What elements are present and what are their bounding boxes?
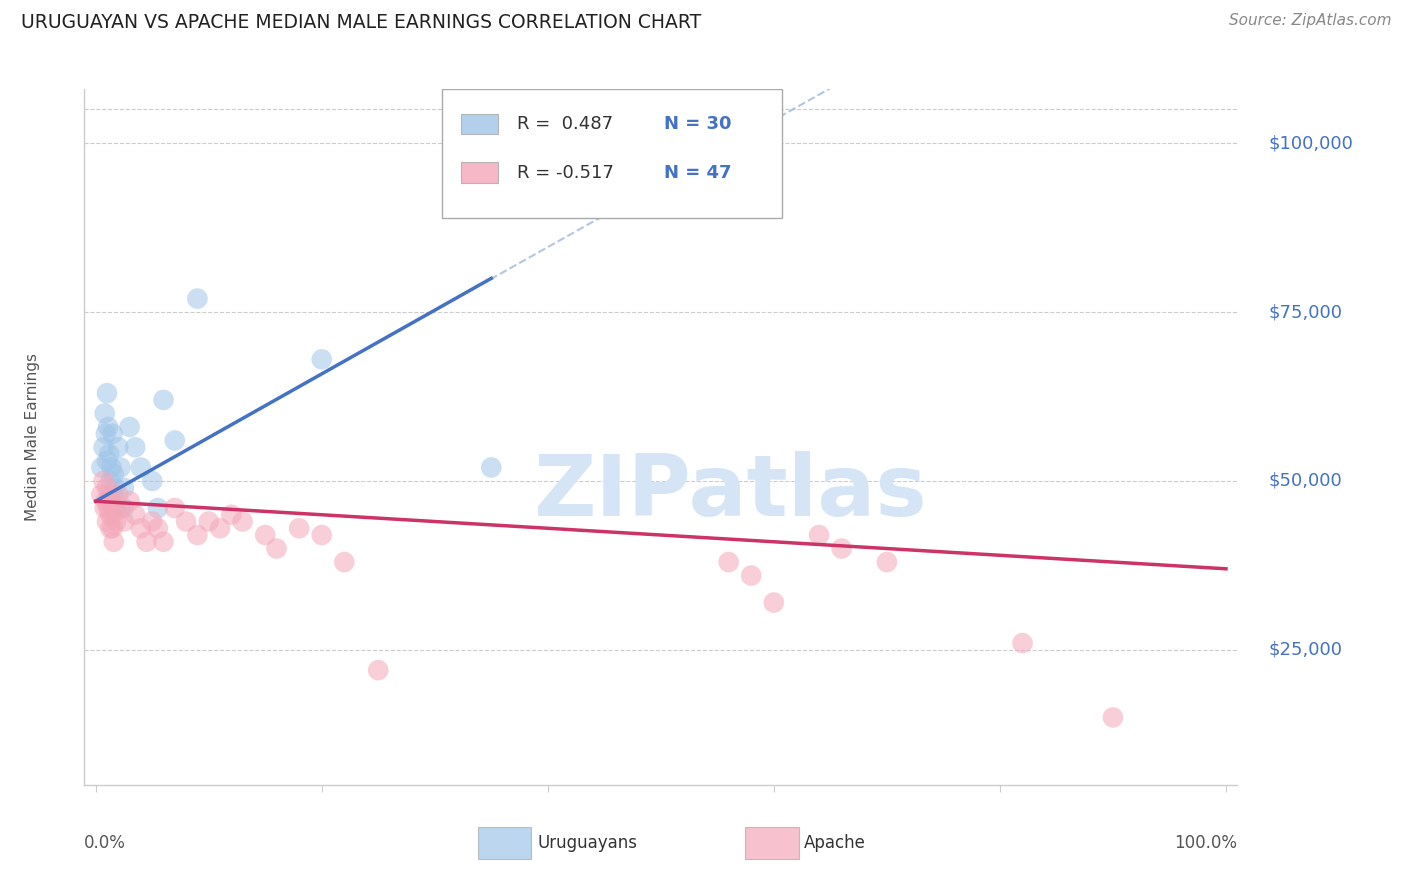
Point [103, 467, 125, 482]
Point [112, 515, 135, 529]
Point [124, 440, 146, 454]
Point [740, 568, 762, 582]
Point [367, 663, 389, 677]
Point [101, 521, 124, 535]
Point [93, 440, 115, 454]
Text: $75,000: $75,000 [1268, 303, 1343, 321]
Text: 100.0%: 100.0% [1174, 834, 1237, 852]
Point [135, 534, 157, 549]
Point [186, 528, 208, 542]
Point [254, 528, 277, 542]
Point [101, 487, 124, 501]
Point [93, 501, 115, 516]
Point [104, 501, 127, 516]
Point [98, 494, 121, 508]
Point [112, 481, 135, 495]
Text: 0.0%: 0.0% [84, 834, 127, 852]
Point [97, 501, 120, 516]
Point [266, 541, 288, 556]
FancyBboxPatch shape [461, 162, 498, 183]
Point [311, 352, 333, 367]
Text: R =  0.487: R = 0.487 [517, 115, 613, 133]
Point [101, 508, 124, 522]
Text: R = -0.517: R = -0.517 [517, 164, 613, 182]
Text: Uruguayans: Uruguayans [537, 834, 637, 852]
Point [96, 481, 118, 495]
FancyBboxPatch shape [461, 113, 498, 135]
Point [100, 494, 122, 508]
Point [152, 534, 174, 549]
Point [110, 460, 132, 475]
Point [107, 487, 129, 501]
Point [98, 521, 121, 535]
Point [288, 521, 311, 535]
Text: N = 47: N = 47 [664, 164, 731, 182]
Point [141, 474, 163, 488]
Point [104, 481, 127, 495]
Text: N = 30: N = 30 [664, 115, 731, 133]
Point [112, 501, 135, 516]
Point [197, 515, 219, 529]
Text: Apache: Apache [804, 834, 866, 852]
Point [124, 508, 146, 522]
Point [98, 474, 121, 488]
Point [98, 447, 121, 461]
Point [118, 494, 141, 508]
Point [141, 515, 163, 529]
Point [90, 487, 112, 501]
Point [96, 515, 118, 529]
Text: $25,000: $25,000 [1268, 640, 1343, 659]
Point [96, 386, 118, 401]
Point [479, 460, 502, 475]
Point [146, 521, 169, 535]
Point [311, 528, 333, 542]
Text: Source: ZipAtlas.com: Source: ZipAtlas.com [1229, 13, 1392, 29]
Point [93, 406, 115, 420]
Point [118, 420, 141, 434]
FancyBboxPatch shape [441, 89, 782, 218]
Point [107, 440, 129, 454]
Text: URUGUAYAN VS APACHE MEDIAN MALE EARNINGS CORRELATION CHART: URUGUAYAN VS APACHE MEDIAN MALE EARNINGS… [21, 13, 702, 32]
Point [232, 515, 254, 529]
Point [1102, 710, 1125, 724]
Point [208, 521, 231, 535]
Point [808, 528, 831, 542]
Point [174, 515, 197, 529]
Point [96, 454, 118, 468]
Point [98, 508, 121, 522]
Text: $100,000: $100,000 [1268, 134, 1354, 153]
Point [717, 555, 740, 569]
Point [105, 501, 128, 516]
Point [110, 501, 132, 516]
Point [105, 515, 128, 529]
Point [129, 521, 152, 535]
Point [101, 426, 124, 441]
Point [94, 494, 117, 508]
Text: Median Male Earnings: Median Male Earnings [25, 353, 39, 521]
Point [876, 555, 898, 569]
Point [98, 487, 121, 501]
Point [94, 426, 117, 441]
Point [97, 420, 120, 434]
Point [100, 460, 122, 475]
Point [93, 474, 115, 488]
Point [163, 434, 186, 448]
Point [163, 501, 186, 516]
Point [90, 460, 112, 475]
Point [129, 460, 152, 475]
Point [831, 541, 853, 556]
Point [186, 292, 208, 306]
Text: $50,000: $50,000 [1268, 472, 1343, 490]
Point [333, 555, 356, 569]
Point [221, 508, 243, 522]
Point [146, 501, 169, 516]
Text: ZIPatlas: ZIPatlas [533, 451, 927, 534]
Point [1011, 636, 1033, 650]
Point [103, 534, 125, 549]
Point [152, 392, 174, 407]
Point [762, 596, 785, 610]
